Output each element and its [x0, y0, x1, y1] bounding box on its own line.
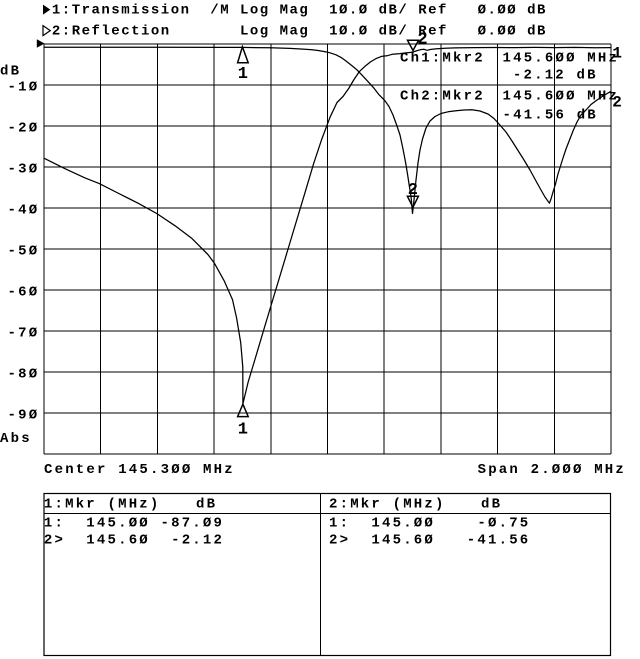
svg-text:Ch1:Mkr2: Ch1:Mkr2 [400, 50, 485, 66]
svg-text:Abs: Abs [0, 431, 32, 447]
svg-text:145.6Ø: 145.6Ø [86, 533, 150, 549]
svg-text:/M Log Mag: /M Log Mag [210, 3, 309, 19]
svg-text:1:Transmission: 1:Transmission [52, 3, 191, 19]
svg-text:Ø.ØØ dB: Ø.ØØ dB [478, 3, 547, 19]
svg-text:-9Ø: -9Ø [8, 407, 40, 423]
svg-text:-2.12 dB: -2.12 dB [513, 68, 598, 84]
svg-text:Ø.ØØ dB: Ø.ØØ dB [478, 24, 547, 40]
svg-text:dB: dB [196, 497, 217, 513]
svg-text:1: 1 [238, 421, 248, 440]
svg-text:2>: 2> [329, 533, 350, 549]
svg-text:1: 1 [612, 45, 622, 63]
svg-text:2: 2 [408, 181, 418, 200]
svg-text:2:Mkr (MHz): 2:Mkr (MHz) [329, 497, 446, 513]
svg-text:Ref: Ref [418, 24, 448, 40]
svg-text:1:Mkr (MHz): 1:Mkr (MHz) [44, 497, 161, 513]
svg-text:dB: dB [0, 64, 21, 80]
svg-text:1Ø.Ø dB/: 1Ø.Ø dB/ [329, 3, 408, 19]
svg-text:Ch2:Mkr2: Ch2:Mkr2 [400, 89, 485, 105]
svg-text:1:: 1: [44, 515, 65, 531]
svg-text:2: 2 [612, 94, 622, 112]
svg-text:2:Reflection: 2:Reflection [52, 24, 171, 40]
svg-text:1Ø.Ø dB/: 1Ø.Ø dB/ [329, 24, 408, 40]
svg-text:145.6ØØ MHz: 145.6ØØ MHz [503, 50, 620, 66]
svg-text:145.6ØØ MHz: 145.6ØØ MHz [503, 89, 620, 105]
svg-text:-87.Ø9: -87.Ø9 [161, 515, 225, 531]
svg-text:2>: 2> [44, 533, 65, 549]
svg-text:-4Ø: -4Ø [8, 202, 40, 218]
svg-text:145.6Ø: 145.6Ø [371, 533, 435, 549]
svg-text:-3Ø: -3Ø [8, 161, 40, 177]
svg-text:dB: dB [481, 497, 502, 513]
svg-text:145.ØØ: 145.ØØ [371, 515, 435, 531]
svg-text:-1Ø: -1Ø [8, 79, 40, 95]
svg-text:1: 1 [238, 65, 248, 84]
svg-text:2: 2 [417, 31, 427, 50]
svg-text:Center 145.3ØØ MHz: Center 145.3ØØ MHz [44, 462, 235, 478]
svg-text:-41.56: -41.56 [467, 533, 531, 549]
svg-text:145.ØØ: 145.ØØ [86, 515, 150, 531]
svg-text:1:: 1: [329, 515, 350, 531]
svg-text:-2Ø: -2Ø [8, 120, 40, 136]
svg-text:Ref: Ref [418, 3, 448, 19]
svg-text:-2.12: -2.12 [171, 533, 224, 549]
svg-text:-Ø.75: -Ø.75 [477, 515, 530, 531]
svg-text:Log Mag: Log Mag [240, 24, 309, 40]
svg-text:-6Ø: -6Ø [8, 284, 40, 300]
svg-text:Span 2.ØØØ MHz: Span 2.ØØØ MHz [478, 462, 626, 478]
svg-text:-5Ø: -5Ø [8, 243, 40, 259]
svg-text:-8Ø: -8Ø [8, 366, 40, 382]
svg-text:-41.56 dB: -41.56 dB [503, 108, 598, 124]
svg-text:-7Ø: -7Ø [8, 325, 40, 341]
